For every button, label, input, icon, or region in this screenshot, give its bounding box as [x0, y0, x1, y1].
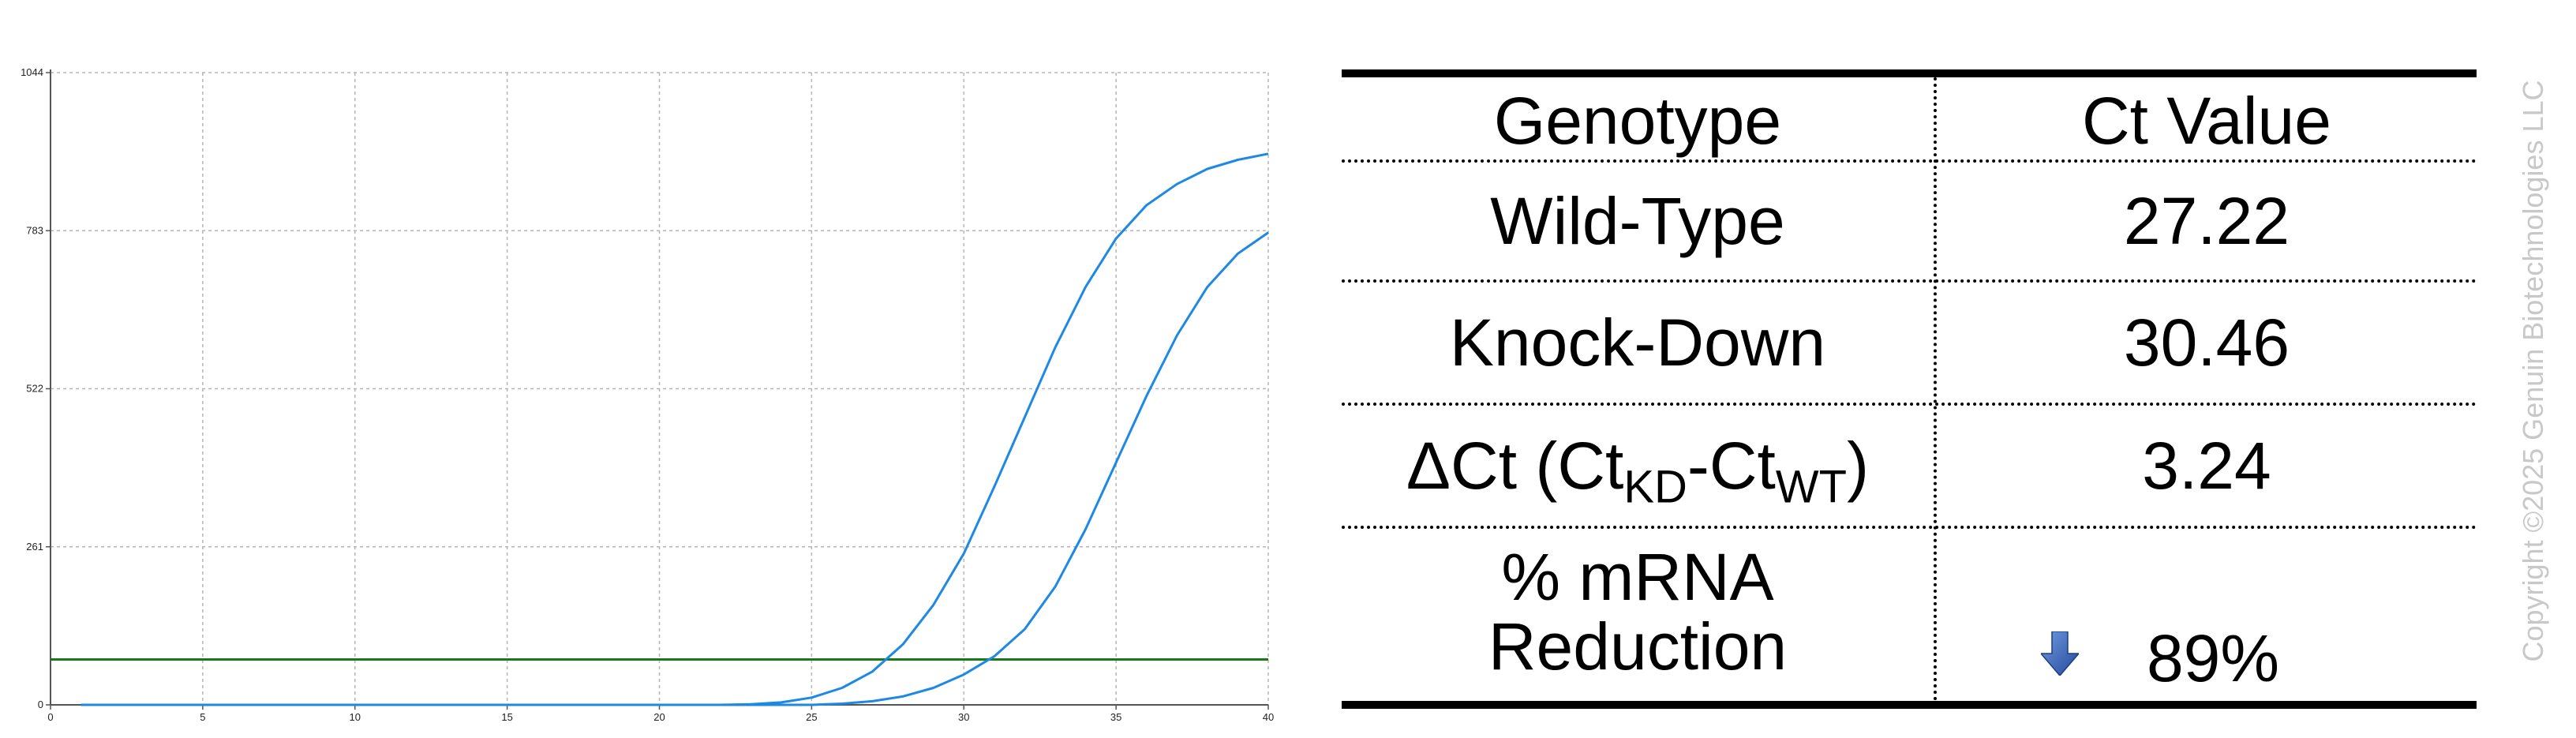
x-tick-label: 10: [350, 711, 361, 723]
row-wild-type-label: Wild-Type: [1490, 183, 1785, 258]
x-tick-label: 30: [958, 711, 969, 723]
y-tick-label: 261: [26, 541, 43, 553]
x-tick-label: 25: [806, 711, 817, 723]
y-tick-label: 522: [26, 383, 43, 395]
amplification-curve-2: [80, 231, 1269, 706]
delta-ct-label-main: ΔCt (Ct: [1406, 428, 1624, 503]
row-reduction-value: 89%: [2146, 620, 2280, 695]
table-column-divider: [1934, 77, 1937, 701]
x-tick-label: 20: [653, 711, 665, 723]
chart-grid: [51, 72, 1269, 705]
row-knock-down-label: Knock-Down: [1449, 305, 1826, 380]
amplification-curve-1: [80, 152, 1269, 706]
arrow-down-icon: [2041, 631, 2079, 676]
amplification-curves: [80, 152, 1269, 706]
row-knock-down-value: 30.46: [2123, 305, 2290, 380]
row-delta-ct-value: 3.24: [2142, 428, 2271, 503]
reduction-label-line1: % mRNA: [1501, 539, 1774, 614]
table-bottom-rule: [1342, 701, 2477, 709]
tick-labels: 0 5 10 15 20 25 30 35 40 0 261 522 783 1044: [21, 66, 1274, 723]
header-genotype: Genotype: [1493, 83, 1782, 158]
amplification-plot: 0 5 10 15 20 25 30 35 40 0 261 522 783 1044: [21, 66, 1274, 723]
delta-ct-sub-wt: WT: [1775, 461, 1848, 513]
x-tick-label: 5: [200, 711, 205, 723]
row-divider-3: [1342, 526, 2477, 529]
row-delta-ct-label: ΔCt (CtKD-CtWT): [1342, 406, 1934, 526]
chart-axes: [46, 69, 1269, 710]
y-tick-label: 1044: [21, 66, 43, 78]
table-top-rule: [1342, 69, 2477, 77]
x-tick-label: 15: [501, 711, 512, 723]
ct-results-table: Genotype Ct Value Wild-Type 27.22 Knock-…: [1342, 69, 2477, 709]
delta-ct-sub-kd: KD: [1623, 461, 1687, 513]
y-tick-label: 783: [26, 224, 43, 236]
header-ct-value: Ct Value: [2082, 83, 2331, 158]
x-tick-label: 40: [1263, 711, 1274, 723]
x-tick-label: 35: [1110, 711, 1121, 723]
delta-ct-label-mid: -Ct: [1687, 428, 1776, 503]
copyright-notice: Copyright ©2025 Genuin Biotechnologies L…: [2517, 80, 2549, 662]
row-reduction-label: % mRNA Reduction: [1342, 529, 1934, 695]
y-tick-label: 0: [38, 699, 43, 710]
delta-ct-label-end: ): [1847, 428, 1870, 503]
row-divider-2: [1342, 403, 2477, 406]
x-tick-label: 0: [47, 711, 53, 723]
reduction-label-line2: Reduction: [1488, 609, 1788, 684]
row-divider-1: [1342, 279, 2477, 283]
row-wild-type-value: 27.22: [2123, 183, 2290, 258]
header-divider: [1342, 159, 2477, 163]
